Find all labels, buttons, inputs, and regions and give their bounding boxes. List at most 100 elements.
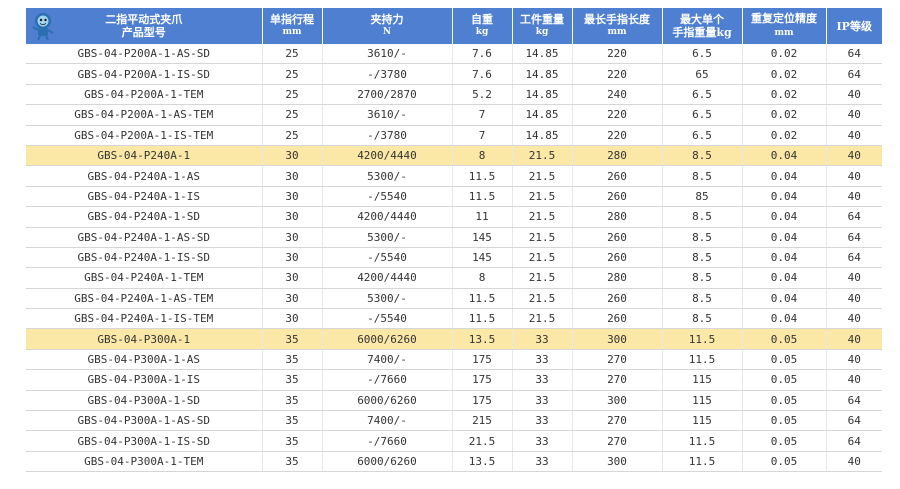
cell-weight: 175 (452, 369, 513, 391)
table-row: GBS-04-P240A-1-IS-TEM 30 -/5540 11.5 21.5 260… (26, 308, 882, 330)
cell-repeat: 0.02 (742, 63, 827, 85)
cell-workpiece: 21.5 (512, 247, 573, 269)
cell-ip: 40 (826, 104, 882, 126)
cell-finger-len: 260 (572, 186, 663, 208)
header-model-line2: 产品型号 (121, 26, 166, 39)
cell-force: -/3780 (322, 125, 453, 146)
cell-stroke: 25 (262, 44, 323, 65)
cell-finger-len: 270 (572, 410, 663, 432)
cell-workpiece: 33 (512, 451, 573, 473)
cell-workpiece: 33 (512, 390, 573, 412)
cell-finger-len: 220 (572, 125, 663, 146)
table-row: GBS-04-P240A-1-AS-SD 30 5300/- 145 21.5 260 8.… (26, 227, 882, 248)
cell-repeat: 0.02 (742, 104, 827, 126)
cell-workpiece: 14.85 (512, 104, 573, 126)
cell-repeat: 0.05 (742, 410, 827, 432)
cell-repeat: 0.05 (742, 369, 827, 391)
cell-finger-wt: 8.5 (662, 145, 743, 167)
cell-ip: 40 (826, 288, 882, 310)
cell-finger-wt: 85 (662, 186, 743, 208)
cell-finger-wt: 6.5 (662, 84, 743, 106)
cell-workpiece: 14.85 (512, 63, 573, 85)
cell-weight: 7.6 (452, 44, 513, 65)
cell-workpiece: 33 (512, 369, 573, 391)
cell-repeat: 0.04 (742, 288, 827, 310)
cell-stroke: 30 (262, 247, 323, 269)
table-row: GBS-04-P300A-1-TEM 35 6000/6260 13.5 33 300 11… (26, 451, 882, 473)
header-repeat-unit: mm (774, 28, 794, 38)
table-row: GBS-04-P300A-1-AS-SD 35 7400/- 215 33 270 115 0… (26, 410, 882, 432)
header-workpiece-label: 工件重量 (520, 13, 564, 26)
cell-weight: 8 (452, 267, 513, 289)
cell-finger-wt: 11.5 (662, 430, 743, 452)
cell-repeat: 0.04 (742, 206, 827, 228)
cell-finger-wt: 11.5 (662, 349, 743, 371)
cell-force: 5300/- (322, 165, 453, 187)
cell-weight: 13.5 (452, 451, 513, 473)
header-workpiece-unit: kg (535, 27, 549, 37)
gripper-spec-table: 二指平动式夹爪 产品型号 单指行程 mm 夹持力 N 自重 kg 工件重量 kg 最长手… (26, 8, 882, 473)
header-weight-label: 自重 (471, 13, 493, 26)
cell-model: GBS-04-P200A-1-AS-SD (26, 44, 263, 65)
cell-finger-wt: 6.5 (662, 44, 743, 65)
cell-finger-len: 270 (572, 430, 663, 452)
table-row: GBS-04-P240A-1-AS 30 5300/- 11.5 21.5 260 8.5 0… (26, 165, 882, 187)
cell-model: GBS-04-P200A-1-AS-TEM (26, 104, 263, 126)
header-finger-length-unit: mm (607, 27, 627, 37)
cell-model: GBS-04-P240A-1-TEM (26, 267, 263, 289)
cell-repeat: 0.04 (742, 308, 827, 330)
header-finger-weight-line1: 最大单个 (680, 13, 724, 26)
cell-repeat: 0.04 (742, 145, 827, 167)
cell-repeat: 0.05 (742, 328, 827, 350)
cell-workpiece: 21.5 (512, 227, 573, 248)
header-row: 二指平动式夹爪 产品型号 单指行程 mm 夹持力 N 自重 kg 工件重量 kg 最长手… (26, 8, 882, 44)
cell-finger-len: 270 (572, 349, 663, 371)
cell-ip: 40 (826, 84, 882, 106)
cell-finger-len: 280 (572, 267, 663, 289)
cell-stroke: 35 (262, 349, 323, 371)
cell-stroke: 30 (262, 288, 323, 310)
cell-ip: 64 (826, 430, 882, 452)
cell-force: 3610/- (322, 104, 453, 126)
cell-repeat: 0.04 (742, 186, 827, 208)
cell-ip: 64 (826, 247, 882, 269)
header-finger-weight-line2: 手指重量kg (672, 26, 732, 39)
cell-stroke: 30 (262, 165, 323, 187)
cell-ip: 64 (826, 63, 882, 85)
cell-finger-len: 220 (572, 63, 663, 85)
cell-repeat: 0.04 (742, 247, 827, 269)
table-row: GBS-04-P200A-1-AS-SD 25 3610/- 7.6 14.85 220 6… (26, 44, 882, 65)
cell-repeat: 0.02 (742, 125, 827, 146)
cell-repeat: 0.05 (742, 390, 827, 412)
cell-finger-wt: 8.5 (662, 308, 743, 330)
cell-model: GBS-04-P240A-1-AS-TEM (26, 288, 263, 310)
table-row: GBS-04-P200A-1-IS-TEM 25 -/3780 7 14.85 220 6.… (26, 125, 882, 146)
cell-finger-wt: 8.5 (662, 267, 743, 289)
cell-finger-len: 270 (572, 369, 663, 391)
cell-ip: 40 (826, 308, 882, 330)
cell-model: GBS-04-P300A-1-AS-SD (26, 410, 263, 432)
cell-force: 4200/4440 (322, 267, 453, 289)
cell-stroke: 25 (262, 84, 323, 106)
cell-force: 5300/- (322, 227, 453, 248)
cell-workpiece: 14.85 (512, 84, 573, 106)
cell-finger-len: 280 (572, 145, 663, 167)
cell-repeat: 0.04 (742, 227, 827, 248)
header-ip-label: IP等级 (836, 19, 872, 33)
header-finger-length-label: 最长手指长度 (584, 13, 650, 26)
cell-ip: 64 (826, 227, 882, 248)
col-header-weight: 自重 kg (452, 8, 513, 44)
cell-ip: 64 (826, 410, 882, 432)
cell-finger-len: 240 (572, 84, 663, 106)
cell-model: GBS-04-P200A-1-IS-SD (26, 63, 263, 85)
header-weight-unit: kg (475, 27, 489, 37)
table-row: GBS-04-P300A-1-IS 35 -/7660 175 33 270 115 0.05… (26, 369, 882, 391)
cell-weight: 11.5 (452, 308, 513, 330)
header-repeat-label: 重复定位精度 (751, 12, 817, 25)
cell-force: 2700/2870 (322, 84, 453, 106)
cell-model: GBS-04-P300A-1 (26, 328, 263, 350)
cell-weight: 215 (452, 410, 513, 432)
cell-weight: 8 (452, 145, 513, 167)
cell-workpiece: 21.5 (512, 308, 573, 330)
cell-workpiece: 21.5 (512, 206, 573, 228)
